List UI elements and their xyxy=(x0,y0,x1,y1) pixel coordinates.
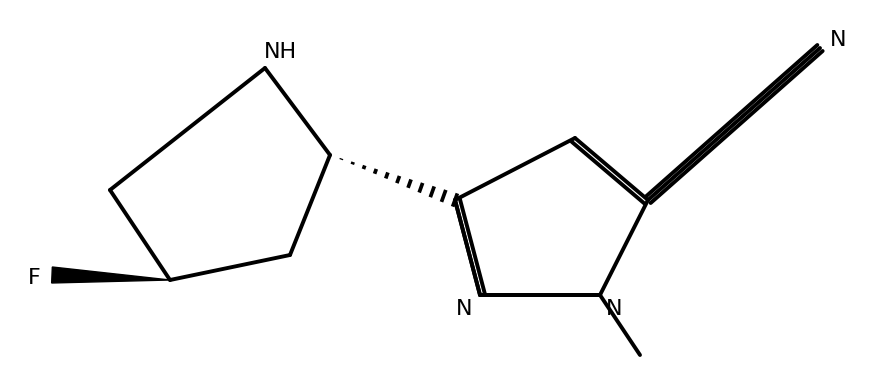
Text: N: N xyxy=(829,30,846,50)
Polygon shape xyxy=(52,267,170,283)
Text: N: N xyxy=(456,299,473,319)
Text: NH: NH xyxy=(263,42,296,62)
Text: F: F xyxy=(28,268,40,288)
Text: N: N xyxy=(606,299,622,319)
